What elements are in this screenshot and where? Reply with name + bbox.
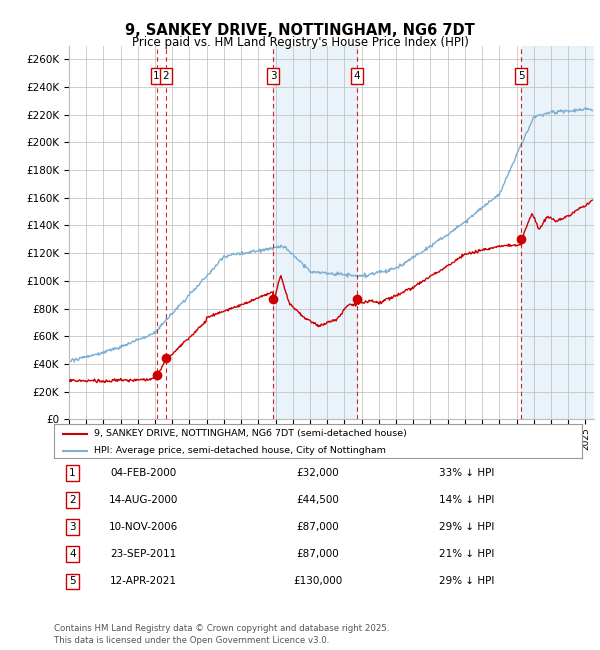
Text: 29% ↓ HPI: 29% ↓ HPI [439, 577, 495, 586]
Text: £87,000: £87,000 [296, 549, 340, 560]
Text: 29% ↓ HPI: 29% ↓ HPI [439, 523, 495, 532]
Text: 9, SANKEY DRIVE, NOTTINGHAM, NG6 7DT (semi-detached house): 9, SANKEY DRIVE, NOTTINGHAM, NG6 7DT (se… [94, 430, 406, 438]
Text: Contains HM Land Registry data © Crown copyright and database right 2025.
This d: Contains HM Land Registry data © Crown c… [54, 624, 389, 645]
Text: 4: 4 [69, 549, 76, 560]
Text: 12-APR-2021: 12-APR-2021 [110, 577, 177, 586]
Text: 14-AUG-2000: 14-AUG-2000 [109, 495, 178, 505]
Text: 4: 4 [353, 71, 360, 81]
Text: 5: 5 [69, 577, 76, 586]
Text: 33% ↓ HPI: 33% ↓ HPI [439, 468, 495, 478]
Text: 1: 1 [69, 468, 76, 478]
Text: 1: 1 [154, 71, 160, 81]
Text: £130,000: £130,000 [293, 577, 343, 586]
Text: 14% ↓ HPI: 14% ↓ HPI [439, 495, 495, 505]
Text: HPI: Average price, semi-detached house, City of Nottingham: HPI: Average price, semi-detached house,… [94, 447, 385, 455]
Text: 23-SEP-2011: 23-SEP-2011 [110, 549, 177, 560]
Text: 2: 2 [163, 71, 169, 81]
Text: £87,000: £87,000 [296, 523, 340, 532]
Bar [273, 46, 357, 419]
Text: Price paid vs. HM Land Registry's House Price Index (HPI): Price paid vs. HM Land Registry's House … [131, 36, 469, 49]
Bar [521, 46, 594, 419]
Text: £32,000: £32,000 [296, 468, 340, 478]
Text: 5: 5 [518, 71, 524, 81]
Text: 2: 2 [69, 495, 76, 505]
Text: £44,500: £44,500 [296, 495, 340, 505]
Text: 21% ↓ HPI: 21% ↓ HPI [439, 549, 495, 560]
Text: 3: 3 [69, 523, 76, 532]
Text: 04-FEB-2000: 04-FEB-2000 [110, 468, 177, 478]
Text: 10-NOV-2006: 10-NOV-2006 [109, 523, 178, 532]
Text: 3: 3 [270, 71, 277, 81]
Text: 9, SANKEY DRIVE, NOTTINGHAM, NG6 7DT: 9, SANKEY DRIVE, NOTTINGHAM, NG6 7DT [125, 23, 475, 38]
